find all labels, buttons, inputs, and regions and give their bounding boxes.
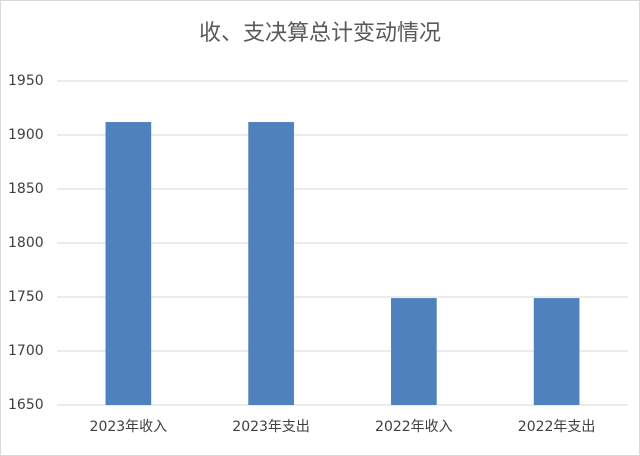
y-tick-label: 1900 (8, 127, 44, 143)
y-tick-label: 1850 (8, 181, 44, 197)
y-tick-label: 1950 (8, 73, 44, 89)
y-tick-label: 1800 (8, 235, 44, 251)
y-tick-label: 1750 (8, 289, 44, 305)
bar (533, 298, 580, 405)
y-tick-label: 1650 (8, 397, 44, 413)
bar (391, 298, 437, 405)
x-tick-label: 2022年收入 (375, 419, 453, 435)
bar (248, 122, 294, 405)
x-tick-label: 2023年收入 (90, 419, 168, 435)
bar (105, 122, 152, 405)
y-tick-label: 1700 (8, 343, 44, 359)
chart-title: 收、支决算总计变动情况 (199, 21, 441, 46)
x-tick-label: 2022年支出 (518, 419, 596, 435)
x-tick-label: 2023年支出 (232, 419, 310, 435)
